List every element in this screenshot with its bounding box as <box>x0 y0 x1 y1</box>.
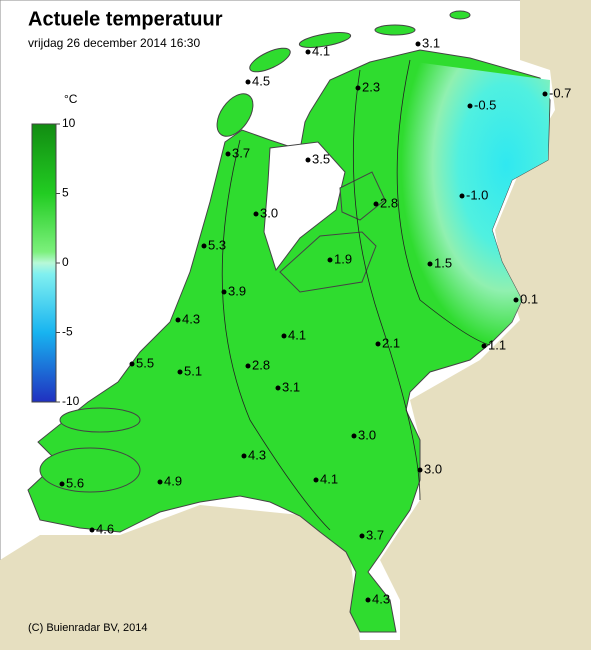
subtitle: vrijdag 26 december 2014 16:30 <box>28 36 200 50</box>
station-label: 3.7 <box>232 145 250 160</box>
legend-tick-label: -5 <box>62 325 73 339</box>
station-dot <box>365 597 371 603</box>
station-label: 3.1 <box>282 379 300 394</box>
legend-unit: °C <box>64 92 78 106</box>
isotherms <box>221 59 491 531</box>
station-label: 0.1 <box>520 291 538 306</box>
station-label: 3.7 <box>366 527 384 542</box>
station-label: -1.0 <box>466 187 488 202</box>
station-label: 4.3 <box>182 311 200 326</box>
station-label: 4.1 <box>320 471 338 486</box>
station-dot <box>513 297 519 303</box>
station-dot <box>427 261 433 267</box>
lake <box>263 141 346 272</box>
station-dot <box>245 363 251 369</box>
legend-tick-label: -10 <box>62 394 80 408</box>
copyright: (C) Buienradar BV, 2014 <box>28 622 147 634</box>
station-label: 1.1 <box>488 337 506 352</box>
station-dot <box>201 243 207 249</box>
station-label: 4.5 <box>252 73 270 88</box>
station-dot <box>175 317 181 323</box>
station-label: -0.5 <box>474 97 496 112</box>
station-label: 4.1 <box>312 43 330 58</box>
station-dot <box>355 85 361 91</box>
station-label: 1.5 <box>434 255 452 270</box>
station-dot <box>225 151 231 157</box>
station-dot <box>275 385 281 391</box>
station-label: 3.0 <box>424 461 442 476</box>
station-dot <box>313 477 319 483</box>
station-dot <box>253 211 259 217</box>
polder <box>339 171 386 221</box>
station-label: 4.1 <box>288 327 306 342</box>
station-label: 4.3 <box>248 447 266 462</box>
station-label: 5.3 <box>208 237 226 252</box>
station-dot <box>245 79 251 85</box>
station-dot <box>221 289 227 295</box>
station-dot <box>281 333 287 339</box>
station-label: 5.6 <box>66 475 84 490</box>
station-label: 3.5 <box>312 151 330 166</box>
station-dot <box>542 91 548 97</box>
station-dot <box>459 193 465 199</box>
cold-area <box>375 60 550 360</box>
station-label: 5.5 <box>136 355 154 370</box>
station-dot <box>467 103 473 109</box>
station-label: 4.6 <box>96 521 114 536</box>
polder <box>279 231 377 293</box>
station-dot <box>241 453 247 459</box>
station-dot <box>375 341 381 347</box>
station-dot <box>305 49 311 55</box>
station-dot <box>359 533 365 539</box>
station-dot <box>59 481 65 487</box>
station-dot <box>327 257 333 263</box>
station-label: 2.8 <box>252 357 270 372</box>
color-bar <box>31 123 57 403</box>
station-label: 3.0 <box>358 427 376 442</box>
station-label: 5.1 <box>184 363 202 378</box>
legend-tick-label: 5 <box>62 186 69 200</box>
title: Actuele temperatuur <box>28 8 223 30</box>
station-dot <box>177 369 183 375</box>
station-dot <box>373 201 379 207</box>
station-dot <box>415 41 421 47</box>
station-label: 1.9 <box>334 251 352 266</box>
station-dot <box>481 343 487 349</box>
legend-tick-label: 10 <box>62 116 76 130</box>
station-dot <box>89 527 95 533</box>
station-label: 3.1 <box>422 35 440 50</box>
station-dot <box>157 479 163 485</box>
station-label: 4.9 <box>164 473 182 488</box>
station-dot <box>305 157 311 163</box>
station-label: 4.3 <box>372 591 390 606</box>
station-dot <box>417 467 423 473</box>
station-label: -0.7 <box>549 85 571 100</box>
station-label: 2.3 <box>362 79 380 94</box>
islands <box>39 10 471 493</box>
station-label: 3.9 <box>228 283 246 298</box>
station-dot <box>351 433 357 439</box>
station-label: 2.1 <box>382 335 400 350</box>
station-dot <box>129 361 135 367</box>
station-label: 3.0 <box>260 205 278 220</box>
station-label: 2.8 <box>380 195 398 210</box>
legend-tick-label: 0 <box>62 255 69 269</box>
